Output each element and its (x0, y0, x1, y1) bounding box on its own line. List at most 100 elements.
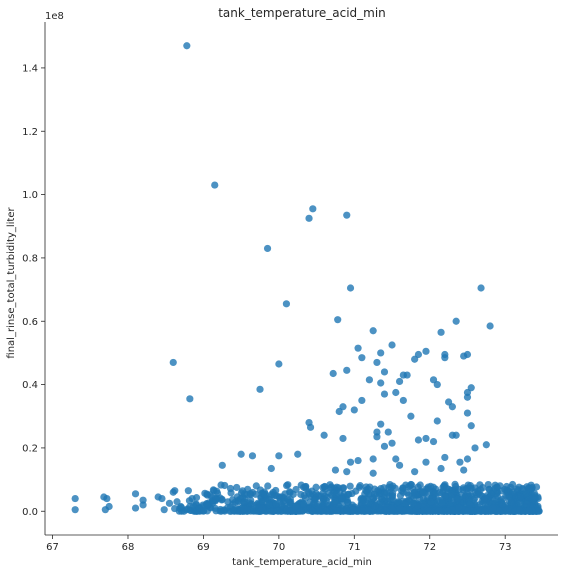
data-point (300, 500, 308, 508)
data-point (312, 483, 320, 491)
data-point (275, 360, 283, 368)
data-point (348, 489, 356, 498)
data-point (256, 486, 264, 494)
data-point (241, 498, 249, 506)
data-point (268, 507, 276, 515)
data-point (335, 407, 343, 416)
data-point (319, 489, 327, 497)
data-point (331, 466, 340, 474)
data-point (292, 485, 300, 494)
data-point (165, 499, 174, 507)
data-point (103, 494, 111, 503)
data-point (237, 450, 245, 458)
data-point (322, 496, 330, 505)
data-point (388, 439, 396, 447)
y-tick-label: 1.4 (22, 63, 38, 74)
data-point (373, 433, 381, 441)
data-point (309, 507, 317, 515)
data-point (320, 431, 328, 439)
data-point (399, 396, 407, 405)
data-point (339, 434, 347, 443)
data-point (392, 388, 400, 397)
data-point (294, 450, 302, 458)
data-point (265, 500, 273, 509)
data-point (441, 354, 449, 362)
data-point (380, 484, 388, 492)
data-point (477, 284, 485, 292)
data-point (377, 379, 385, 387)
data-point (489, 504, 497, 512)
data-point (452, 317, 460, 325)
data-point (358, 396, 366, 405)
data-point (105, 502, 113, 511)
data-point (404, 483, 412, 491)
data-point (359, 496, 367, 504)
data-point (171, 504, 179, 513)
data-point (437, 328, 445, 336)
data-point (535, 507, 543, 515)
data-point (131, 504, 140, 512)
data-point (517, 500, 525, 508)
data-point (467, 422, 475, 430)
data-point (433, 380, 441, 389)
data-point (229, 506, 238, 514)
data-point (320, 483, 329, 491)
data-point (382, 507, 390, 515)
data-point (233, 483, 241, 492)
data-point (525, 485, 533, 493)
data-point (333, 483, 341, 491)
data-point (429, 437, 438, 446)
data-point (499, 500, 507, 508)
data-point (171, 487, 179, 495)
data-point (346, 284, 355, 292)
data-point (422, 347, 430, 355)
data-point (272, 500, 280, 508)
data-point (424, 483, 432, 491)
data-point (322, 507, 330, 515)
data-point (466, 482, 475, 490)
data-point (502, 492, 510, 500)
data-point (234, 498, 243, 506)
data-point (369, 469, 377, 477)
data-point (371, 502, 380, 510)
data-point (282, 300, 291, 308)
data-point (517, 493, 525, 501)
data-point (349, 506, 357, 514)
data-point (407, 412, 415, 420)
data-point (414, 436, 423, 444)
data-point (212, 496, 220, 504)
data-point (309, 205, 317, 213)
data-point (411, 491, 420, 499)
data-point (443, 484, 451, 492)
data-point (258, 498, 266, 506)
data-point (377, 349, 385, 357)
data-point (186, 395, 194, 403)
data-point (213, 487, 221, 495)
x-tick-label: 70 (273, 542, 286, 553)
data-point (471, 444, 479, 452)
data-point (463, 409, 472, 417)
data-point (344, 498, 352, 507)
data-point (474, 487, 482, 495)
data-point (183, 42, 191, 50)
data-point (284, 495, 292, 503)
data-point (330, 499, 338, 507)
data-point (329, 488, 338, 497)
data-point (452, 431, 460, 439)
data-point (438, 499, 446, 507)
data-point (463, 455, 472, 463)
data-point (433, 417, 441, 425)
data-point (396, 504, 404, 512)
data-point (373, 358, 381, 367)
data-point (221, 481, 229, 490)
data-point (337, 495, 346, 503)
data-point (339, 484, 347, 492)
data-point (463, 393, 472, 401)
data-point (202, 500, 211, 509)
data-point (395, 461, 404, 469)
data-point (334, 316, 342, 324)
data-point (403, 488, 411, 497)
data-point (365, 376, 373, 384)
data-point (507, 498, 515, 506)
data-point (481, 507, 489, 515)
